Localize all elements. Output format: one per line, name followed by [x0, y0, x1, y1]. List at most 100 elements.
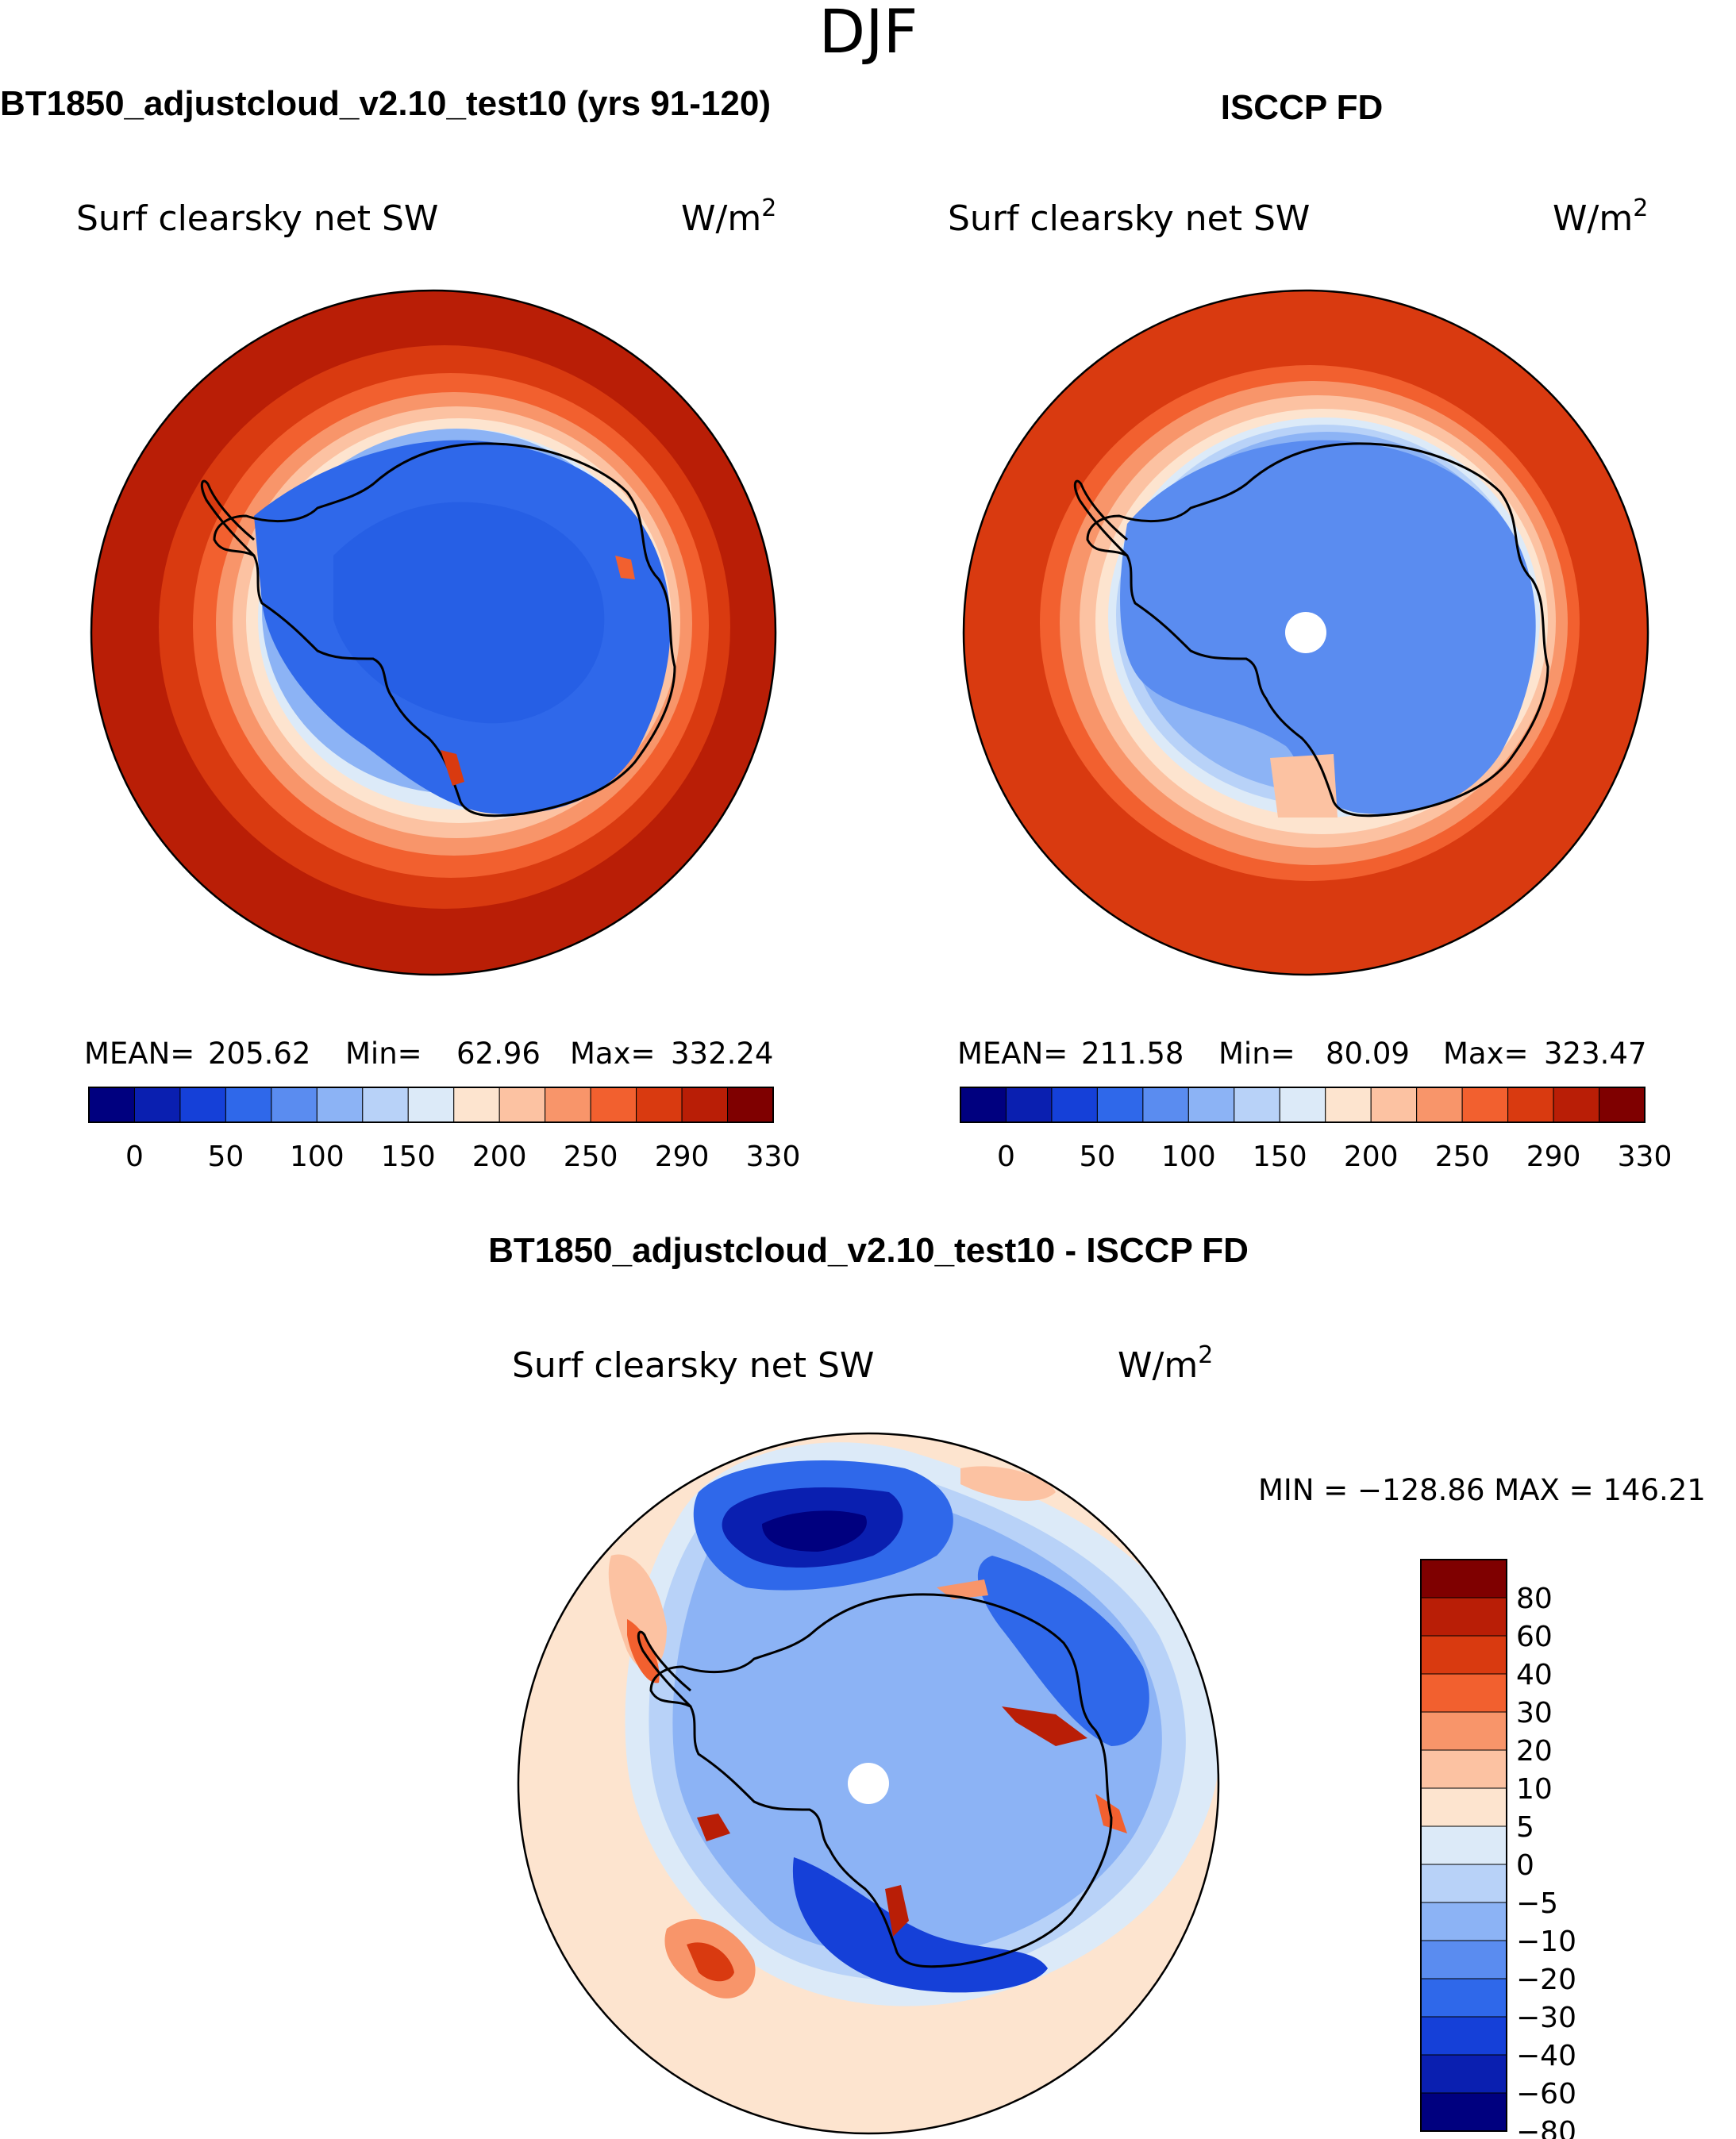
- stat-label-max: Max=: [570, 1037, 656, 1071]
- colorbar-tick-label: 0: [1516, 1849, 1534, 1882]
- colorbar-swatch: [407, 1087, 455, 1123]
- colorbar-tick-label: 0: [997, 1141, 1015, 1173]
- colorbar-swatch: [1005, 1087, 1053, 1123]
- colorbar-swatch: [1420, 1902, 1507, 1941]
- colorbar-tick-label: 50: [207, 1141, 244, 1173]
- stat-max: 323.47: [1544, 1037, 1646, 1071]
- panel-diff-units-exp: 2: [1198, 1341, 1213, 1369]
- colorbar-tick-label: 30: [1516, 1697, 1553, 1729]
- colorbar-swatch: [1416, 1087, 1463, 1123]
- colorbar-swatch: [1420, 1825, 1507, 1865]
- antarctica-coastline: [649, 1593, 1113, 1968]
- panel-model-units-exp: 2: [761, 194, 776, 222]
- antarctic-peninsula: [637, 1630, 692, 1708]
- antarctica-coastline: [1086, 442, 1549, 818]
- colorbar-swatch: [1420, 1673, 1507, 1713]
- map-border: [90, 289, 777, 976]
- map-obs: [964, 290, 1648, 975]
- panel-diff-title: BT1850_adjustcloud_v2.10_test10 - ISCCP …: [488, 1231, 1249, 1270]
- colorbar-tick-label: −30: [1516, 2002, 1576, 2034]
- colorbar-swatch: [1420, 1597, 1507, 1637]
- panel-model: BT1850_adjustcloud_v2.10_test10 (yrs 91-…: [0, 84, 800, 1173]
- map-zone-neg-40: [977, 1556, 1149, 1746]
- colorbar-tick-label: 150: [1253, 1141, 1307, 1173]
- colorbar-swatch: [271, 1087, 318, 1123]
- panel-diff-units-base: W/m: [1118, 1345, 1198, 1386]
- map-border: [962, 289, 1649, 976]
- page-title: DJF: [819, 0, 918, 67]
- map-zone-ice: [1120, 440, 1536, 814]
- colorbar-swatch: [636, 1087, 683, 1123]
- colorbar-tick-label: 5: [1516, 1811, 1534, 1844]
- colorbar-swatch: [1507, 1087, 1554, 1123]
- colorbar-frame: [960, 1087, 1646, 1123]
- map-hotspot: [937, 1579, 988, 1599]
- stat-label-min: Min=: [345, 1037, 422, 1071]
- panel-model-subtitle: Surf clearsky net SW: [76, 198, 438, 239]
- colorbar-tick-label: −10: [1516, 1925, 1576, 1958]
- map-zone-pos-10: [608, 1554, 667, 1670]
- colorbar-tick-label: 50: [1079, 1141, 1115, 1173]
- colorbar-swatch: [88, 1087, 135, 1123]
- colorbar-swatch: [1461, 1087, 1509, 1123]
- panel-diff-units: W/m2: [1118, 1341, 1213, 1386]
- colorbar-swatch: [225, 1087, 272, 1123]
- stat-label-mean: MEAN=: [957, 1037, 1068, 1071]
- colorbar-swatch: [1420, 1635, 1507, 1675]
- colorbar-swatch: [1142, 1087, 1189, 1123]
- colorbar-swatch: [960, 1087, 1007, 1123]
- panel-diff-subtitle: Surf clearsky net SW: [512, 1345, 874, 1386]
- map-diff: [518, 1433, 1218, 2133]
- colorbar-swatch: [590, 1087, 637, 1123]
- colorbar-swatch: [1420, 1559, 1507, 1598]
- map-zone-warm-shelf: [1270, 754, 1338, 818]
- map-zone-plateau: [333, 502, 605, 724]
- stat-label-mean: MEAN=: [84, 1037, 194, 1071]
- colorbar-swatch: [1420, 1940, 1507, 1979]
- colorbar-swatch: [133, 1087, 181, 1123]
- colorbar-swatch: [1420, 1787, 1507, 1827]
- colorbar-obs: 0 50 100 150 200 250 290 330: [960, 1087, 1672, 1173]
- stat-label-max: Max=: [1443, 1037, 1529, 1071]
- colorbar-tick-label: 290: [655, 1141, 710, 1173]
- panel-model-units: W/m2: [681, 194, 776, 239]
- colorbar-tick-label: 250: [564, 1141, 618, 1173]
- colorbar-swatch: [1051, 1087, 1098, 1123]
- colorbar-swatch: [498, 1087, 546, 1123]
- colorbar-tick-label: 200: [1344, 1141, 1399, 1173]
- colorbar-swatch: [681, 1087, 729, 1123]
- stat-label-min: Min=: [1218, 1037, 1295, 1071]
- colorbar-tick-label: 330: [1618, 1141, 1672, 1173]
- stat-min: 62.96: [456, 1037, 541, 1071]
- map-hotspot: [615, 556, 635, 579]
- colorbar-swatch: [1553, 1087, 1600, 1123]
- panel-obs-units-exp: 2: [1633, 194, 1648, 222]
- colorbar-swatch: [1234, 1087, 1280, 1123]
- map-pole-hole: [848, 1763, 889, 1804]
- map-hotspot: [885, 1885, 909, 1937]
- colorbar-swatch: [1279, 1087, 1326, 1123]
- panel-diff: BT1850_adjustcloud_v2.10_test10 - ISCCP …: [488, 1231, 1706, 2139]
- map-hotspot: [697, 1814, 730, 1841]
- colorbar-swatch: [1325, 1087, 1372, 1123]
- stat-mean: 211.58: [1081, 1037, 1184, 1071]
- antarctic-peninsula: [200, 479, 256, 557]
- colorbar-tick-label: −80: [1516, 2116, 1576, 2139]
- colorbar-swatch: [179, 1087, 226, 1123]
- colorbar-tick-label: 20: [1516, 1735, 1553, 1768]
- colorbar-tick-label: 290: [1526, 1141, 1581, 1173]
- colorbar-tick-label: 0: [125, 1141, 144, 1173]
- panel-obs-units: W/m2: [1553, 194, 1648, 239]
- stat-mean: 205.62: [208, 1037, 310, 1071]
- panel-obs-stats: MEAN= 211.58 Min= 80.09 Max= 323.47: [957, 1037, 1646, 1071]
- map-border: [517, 1432, 1220, 2135]
- panel-obs-units-base: W/m: [1553, 198, 1633, 239]
- map-zone-neg-80: [762, 1510, 867, 1552]
- colorbar-tick-label: 100: [1161, 1141, 1216, 1173]
- map-hotspot: [441, 750, 464, 786]
- stat-min: 80.09: [1326, 1037, 1410, 1071]
- stat-max: 332.24: [671, 1037, 773, 1071]
- colorbar-tick-label: 60: [1516, 1621, 1553, 1653]
- colorbar-tick-label: 250: [1435, 1141, 1490, 1173]
- colorbar-tick-label: −5: [1516, 1887, 1558, 1920]
